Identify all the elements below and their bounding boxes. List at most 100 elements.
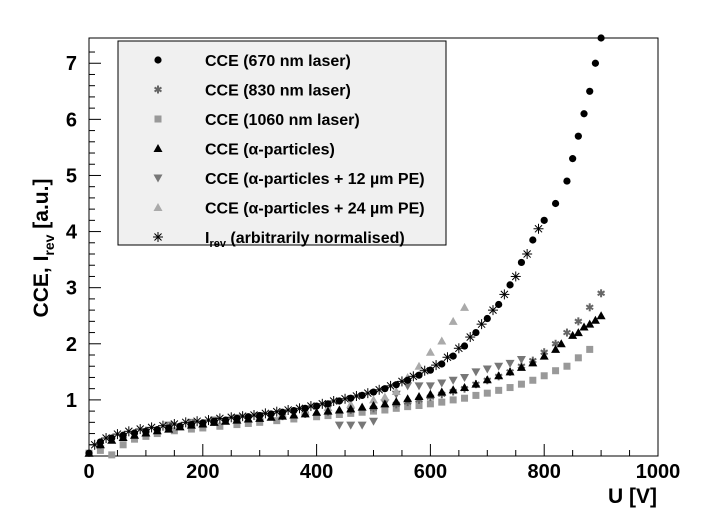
y-tick-label: 7	[66, 53, 77, 75]
data-point	[369, 401, 378, 410]
data-point	[357, 421, 367, 430]
legend-marker-icon	[153, 144, 163, 152]
data-point	[425, 389, 435, 398]
data-point	[540, 372, 548, 380]
data-point	[460, 383, 470, 392]
data-point	[396, 376, 407, 387]
legend-label: CCE (670 nm laser)	[205, 53, 351, 70]
data-point	[540, 216, 548, 224]
data-point	[85, 449, 93, 457]
data-point	[597, 289, 606, 298]
data-point	[244, 419, 252, 427]
data-point	[170, 427, 178, 435]
data-point	[551, 199, 560, 208]
data-point	[590, 315, 600, 324]
legend-label: CCE (α-particles + 24 µm PE)	[205, 201, 425, 218]
legend-label: CCE (1060 nm laser)	[205, 112, 360, 129]
data-point	[425, 382, 435, 391]
data-point	[216, 422, 224, 430]
data-point	[539, 351, 549, 360]
legend-label: CCE (α-particles)	[205, 142, 335, 159]
series-3	[84, 311, 606, 457]
data-point	[579, 322, 589, 331]
data-point	[472, 328, 480, 337]
data-point	[415, 371, 423, 379]
data-point	[449, 396, 457, 404]
data-point	[517, 380, 525, 388]
data-point	[305, 401, 316, 412]
data-point	[214, 413, 225, 424]
data-point	[495, 300, 503, 309]
data-point	[437, 379, 447, 388]
data-point	[516, 362, 526, 371]
legend-box	[117, 40, 447, 246]
data-point	[346, 404, 356, 413]
data-point	[580, 110, 588, 118]
data-point	[385, 380, 396, 391]
legend: CCE (670 nm laser) CCE (830 nm laser) CCE …	[117, 40, 447, 250]
data-point	[437, 387, 447, 396]
data-point	[431, 360, 442, 371]
legend-marker-icon	[154, 115, 162, 123]
data-point	[313, 413, 321, 421]
y-tick-label: 2	[66, 334, 77, 356]
data-point	[448, 316, 458, 325]
data-point	[574, 317, 583, 326]
axis-ticks: 0 200 400 600 800 1000 1 2 3 4 5 6 7	[66, 51, 681, 483]
data-point	[471, 368, 481, 377]
data-point	[573, 328, 583, 337]
data-point	[442, 352, 453, 363]
legend-marker-icon	[153, 232, 163, 242]
data-point	[472, 391, 480, 399]
data-point	[438, 398, 446, 406]
x-tick-label: 800	[528, 461, 561, 483]
data-point	[233, 421, 241, 429]
data-point	[328, 396, 339, 407]
data-point	[568, 330, 578, 339]
data-point	[256, 418, 264, 426]
y-axis-label: CCE, Irev [a.u.]	[30, 179, 57, 318]
legend-marker-icon	[154, 85, 162, 94]
data-point	[381, 406, 389, 414]
x-tick-label: 1000	[636, 461, 681, 483]
data-point	[101, 433, 112, 444]
data-point	[591, 59, 600, 67]
data-point	[334, 405, 344, 414]
data-point	[510, 271, 521, 282]
data-point	[374, 384, 385, 395]
data-point	[449, 352, 457, 360]
data-point	[487, 305, 498, 316]
data-point	[585, 303, 594, 312]
x-axis-label: U [V]	[608, 485, 657, 508]
data-point	[380, 392, 390, 401]
data-point	[529, 376, 537, 384]
data-point	[563, 177, 571, 185]
data-point	[369, 395, 378, 404]
data-point	[357, 402, 367, 411]
data-point	[453, 343, 464, 354]
data-point	[495, 386, 503, 394]
data-point	[415, 402, 423, 410]
data-point	[89, 439, 100, 450]
data-point	[391, 397, 401, 406]
legend-marker-icon	[153, 174, 163, 183]
data-point	[300, 409, 310, 418]
x-tick-label: 0	[83, 461, 94, 483]
data-point	[552, 367, 560, 375]
data-point	[123, 426, 134, 437]
data-point	[135, 424, 146, 435]
data-point	[119, 431, 127, 439]
data-point	[522, 249, 533, 260]
data-point	[460, 302, 470, 311]
data-point	[465, 332, 476, 343]
data-point	[425, 347, 435, 356]
data-point	[586, 345, 594, 353]
data-point	[340, 393, 351, 404]
legend-label: CCE (α-particles + 12 µm PE)	[205, 171, 425, 188]
data-point	[130, 429, 139, 437]
data-point	[460, 373, 470, 382]
data-point	[414, 392, 424, 401]
data-point	[108, 451, 116, 459]
legend-label: Irev (arbitrarily normalised)	[205, 230, 405, 250]
